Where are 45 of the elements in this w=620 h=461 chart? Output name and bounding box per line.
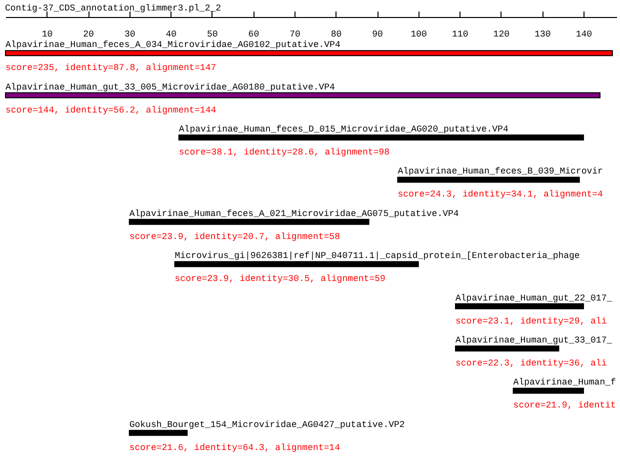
annotation: score=21.6, identity=64.3, alignment=14 — [129, 442, 340, 453]
y-tick-label: Alpavirinae_Human_gut_33_017_ — [455, 336, 613, 346]
annotation: score=24.3, identity=34.1, alignment=4 — [398, 190, 603, 200]
annotation: score=21.9, identit — [513, 400, 616, 411]
y-tick-label: Alpavirinae_Human_gut_33_005_Microviridae_AG0180_putative.VP4 — [6, 82, 335, 92]
x-tick-label: 70 — [290, 30, 300, 40]
x-tick-label: 50 — [207, 30, 218, 40]
y-tick-label: Alpavirinae_Human_feces_A_021_Microviridae_AG075_putative.VP4 — [129, 208, 459, 219]
x-tick-label: 110 — [452, 30, 468, 40]
x-tick-label: 120 — [493, 30, 510, 40]
annotation: score=23.1, identity=29, ali — [455, 316, 607, 326]
y-tick-label: Alpavirinae_Human_feces_D_015_Microviridae_AG020_putative.VP4 — [178, 124, 508, 134]
x-tick-label: 20 — [83, 30, 94, 40]
annotation: score=23.9, identity=20.7, alignment=58 — [129, 232, 340, 242]
x-tick-label: 130 — [534, 30, 551, 40]
annotation: score=23.9, identity=30.5, alignment=59 — [174, 274, 386, 284]
annotation: score=38.1, identity=28.6, alignment=98 — [178, 148, 390, 158]
y-tick-label: Alpavirinae_Human_feces_B_039_Microvir — [398, 166, 603, 177]
x-tick-label: 60 — [248, 30, 260, 40]
bar — [512, 388, 584, 394]
x-tick-label: 90 — [372, 30, 383, 40]
x-tick-label: 40 — [166, 30, 177, 40]
x-tick-label: 10 — [42, 30, 53, 40]
bar — [397, 176, 580, 183]
bar — [174, 261, 419, 268]
y-tick-label: Alpavirinae_Human_gut_22_017_ — [455, 293, 613, 304]
bar — [128, 218, 370, 225]
y-tick-label: Gokush_Bourget_154_Microviridae_AG0427_putative.VP2 — [129, 420, 405, 430]
y-tick-label: Alpavirinae_Human_f — [513, 378, 616, 388]
annotation: score=235, identity=87.8, alignment=147 — [6, 63, 216, 74]
bar — [5, 92, 600, 98]
bar — [128, 430, 188, 436]
annotation: score=22.3, identity=36, ali — [455, 358, 607, 368]
bar — [454, 303, 584, 310]
bar — [454, 346, 560, 352]
chart-title: Contig-37_CDS_annotation_glimmer3.pl_2_2 — [5, 4, 222, 14]
y-tick-label: Alpavirinae_Human_feces_A_034_Microviridae_AG0102_putative.VP4 — [6, 40, 340, 50]
bar — [5, 50, 613, 56]
annotation: score=144, identity=56.2, alignment=144 — [6, 105, 216, 116]
x-tick-label: 140 — [576, 30, 592, 40]
bar — [178, 134, 584, 140]
x-tick-label: 100 — [410, 30, 427, 40]
y-tick-label: Microvirus_gi|9626381|ref|NP_040711.1|_capsid_protein_[Enterobacteria_phage — [174, 251, 580, 262]
x-tick-label: 80 — [330, 30, 342, 40]
x-tick-label: 30 — [124, 30, 136, 40]
